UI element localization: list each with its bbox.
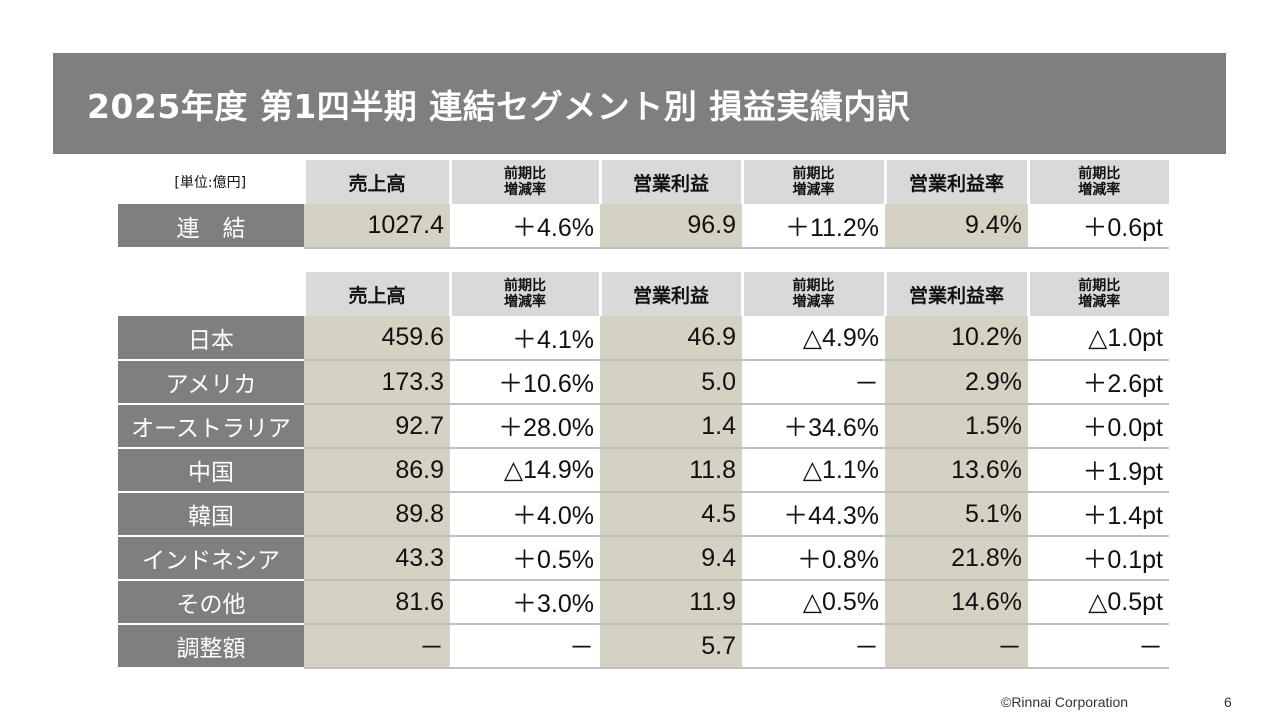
cell-op: 96.9 (600, 204, 742, 249)
cell-margin-yoy: ＋0.1pt (1028, 536, 1169, 581)
table-row: 日本 459.6 ＋4.1% 46.9 △4.9% 10.2% △1.0pt (118, 316, 1169, 361)
row-label: インドネシア (118, 536, 304, 581)
cell-margin-yoy: △1.0pt (1028, 316, 1169, 361)
cell-sales-yoy: － (450, 624, 600, 669)
cell-sales: 459.6 (304, 316, 450, 361)
cell-sales-yoy: ＋4.6% (450, 204, 600, 249)
row-label: 韓国 (118, 492, 304, 537)
cell-margin-yoy: ＋2.6pt (1028, 360, 1169, 405)
cell-sales: 173.3 (304, 360, 450, 405)
page-title: 2025年度 第1四半期 連結セグメント別 損益実績内訳 (87, 86, 911, 126)
row-label: オーストラリア (118, 404, 304, 449)
cell-op-yoy: ＋0.8% (742, 536, 885, 581)
header-op-yoy: 前期比 増減率 (740, 160, 885, 204)
cell-sales: 81.6 (304, 580, 450, 625)
consolidated-header-row: [単位:億円] 売上高 前期比 増減率 営業利益 前期比 増減率 営業利益率 前期比… (118, 160, 1169, 204)
cell-margin-yoy: ＋0.6pt (1028, 204, 1169, 249)
row-label: 連 結 (118, 204, 304, 249)
header-op-income: 営業利益 (598, 160, 742, 204)
cell-op: 9.4 (600, 536, 742, 581)
cell-op: 1.4 (600, 404, 742, 449)
cell-margin-yoy: － (1028, 624, 1169, 669)
cell-sales: 86.9 (304, 448, 450, 493)
cell-op: 11.8 (600, 448, 742, 493)
copyright: ©Rinnai Corporation (1001, 694, 1129, 710)
cell-sales: － (304, 624, 450, 669)
cell-op-yoy: ＋11.2% (742, 204, 885, 249)
cell-margin: 2.9% (885, 360, 1028, 405)
cell-sales: 92.7 (304, 404, 450, 449)
table-row: 中国 86.9 △14.9% 11.8 △1.1% 13.6% ＋1.9pt (118, 448, 1169, 493)
cell-op: 5.7 (600, 624, 742, 669)
cell-margin: 14.6% (885, 580, 1028, 625)
cell-sales: 89.8 (304, 492, 450, 537)
table-row: その他 81.6 ＋3.0% 11.9 △0.5% 14.6% △0.5pt (118, 580, 1169, 625)
cell-op: 4.5 (600, 492, 742, 537)
header-sales: 売上高 (302, 160, 450, 204)
cell-sales: 1027.4 (304, 204, 450, 249)
cell-op-yoy: △0.5% (742, 580, 885, 625)
cell-op-yoy: △4.9% (742, 316, 885, 361)
row-label: 日本 (118, 316, 304, 361)
header-margin-yoy: 前期比 増減率 (1026, 272, 1169, 316)
header-sales-yoy: 前期比 増減率 (448, 160, 600, 204)
title-bar: 2025年度 第1四半期 連結セグメント別 損益実績内訳 (53, 53, 1226, 154)
table-row: オーストラリア 92.7 ＋28.0% 1.4 ＋34.6% 1.5% ＋0.0pt (118, 404, 1169, 449)
header-sales: 売上高 (302, 272, 450, 316)
consolidated-table: [単位:億円] 売上高 前期比 増減率 営業利益 前期比 増減率 営業利益率 前期比… (118, 160, 1169, 249)
cell-margin: 13.6% (885, 448, 1028, 493)
cell-margin: 10.2% (885, 316, 1028, 361)
cell-sales-yoy: ＋28.0% (450, 404, 600, 449)
row-label: その他 (118, 580, 304, 625)
cell-op-yoy: － (742, 360, 885, 405)
header-op-margin: 営業利益率 (883, 160, 1028, 204)
cell-sales-yoy: ＋10.6% (450, 360, 600, 405)
cell-margin-yoy: ＋1.9pt (1028, 448, 1169, 493)
cell-margin: 9.4% (885, 204, 1028, 249)
cell-margin: － (885, 624, 1028, 669)
unit-label: [単位:億円] (118, 160, 304, 204)
header-op-yoy: 前期比 増減率 (740, 272, 885, 316)
cell-sales-yoy: ＋3.0% (450, 580, 600, 625)
row-label: 中国 (118, 448, 304, 493)
cell-margin-yoy: ＋1.4pt (1028, 492, 1169, 537)
table-row: アメリカ 173.3 ＋10.6% 5.0 － 2.9% ＋2.6pt (118, 360, 1169, 405)
cell-sales-yoy: ＋4.1% (450, 316, 600, 361)
consolidated-row: 連 結 1027.4 ＋4.6% 96.9 ＋11.2% 9.4% ＋0.6pt (118, 204, 1169, 249)
cell-sales-yoy: ＋0.5% (450, 536, 600, 581)
segment-table: 売上高 前期比 増減率 営業利益 前期比 増減率 営業利益率 前期比 増減率 日本 45… (118, 272, 1169, 669)
cell-margin-yoy: ＋0.0pt (1028, 404, 1169, 449)
cell-op: 46.9 (600, 316, 742, 361)
header-sales-yoy: 前期比 増減率 (448, 272, 600, 316)
cell-sales-yoy: △14.9% (450, 448, 600, 493)
cell-op-yoy: ＋44.3% (742, 492, 885, 537)
cell-margin: 1.5% (885, 404, 1028, 449)
row-label: 調整額 (118, 624, 304, 669)
cell-margin: 5.1% (885, 492, 1028, 537)
cell-sales: 43.3 (304, 536, 450, 581)
cell-margin: 21.8% (885, 536, 1028, 581)
table-row: インドネシア 43.3 ＋0.5% 9.4 ＋0.8% 21.8% ＋0.1pt (118, 536, 1169, 581)
page-number: 6 (1224, 694, 1232, 710)
cell-op-yoy: － (742, 624, 885, 669)
header-margin-yoy: 前期比 増減率 (1026, 160, 1169, 204)
cell-op: 11.9 (600, 580, 742, 625)
header-op-margin: 営業利益率 (883, 272, 1028, 316)
segment-header-row: 売上高 前期比 増減率 営業利益 前期比 増減率 営業利益率 前期比 増減率 (118, 272, 1169, 316)
cell-sales-yoy: ＋4.0% (450, 492, 600, 537)
cell-margin-yoy: △0.5pt (1028, 580, 1169, 625)
row-label: アメリカ (118, 360, 304, 405)
cell-op-yoy: ＋34.6% (742, 404, 885, 449)
header-op-income: 営業利益 (598, 272, 742, 316)
table-row: 韓国 89.8 ＋4.0% 4.5 ＋44.3% 5.1% ＋1.4pt (118, 492, 1169, 537)
cell-op-yoy: △1.1% (742, 448, 885, 493)
cell-op: 5.0 (600, 360, 742, 405)
table-row: 調整額－－ 5.7 －－－ (118, 624, 1169, 669)
